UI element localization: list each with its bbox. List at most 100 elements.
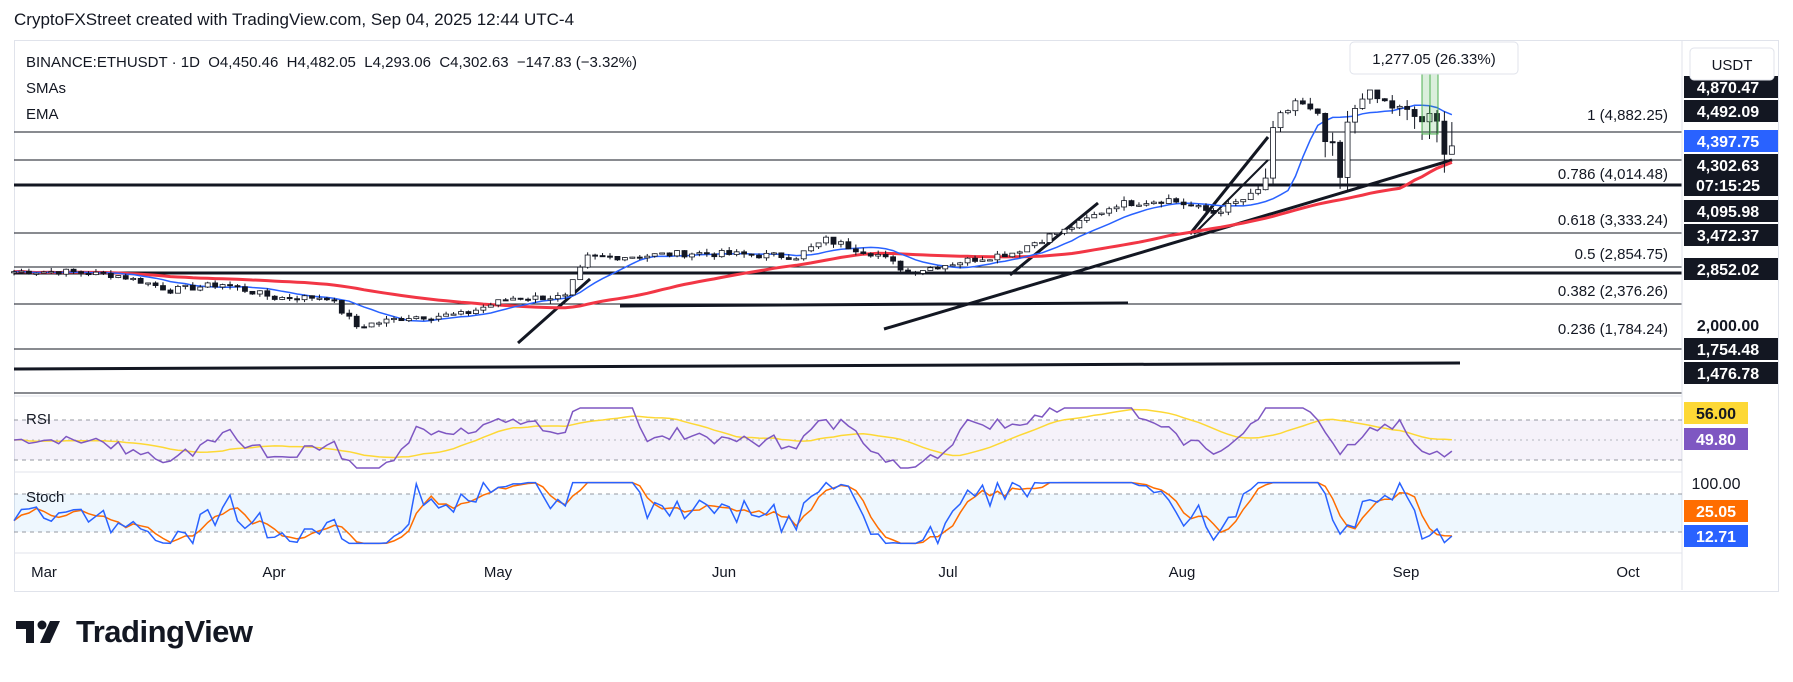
candle (443, 313, 450, 317)
candle (972, 257, 978, 262)
candle (912, 271, 919, 274)
candle (771, 252, 777, 255)
price-label: 2,852.02 (1697, 262, 1759, 279)
candle (540, 295, 546, 301)
candle (70, 268, 77, 273)
bottom-trend-line (1193, 159, 1269, 235)
currency-button[interactable] (1689, 47, 1775, 81)
candle (778, 252, 785, 258)
stoch-title: Stoch (26, 489, 64, 506)
candle (1203, 205, 1209, 211)
candle (137, 278, 144, 284)
candle (234, 285, 241, 288)
candle (487, 304, 494, 308)
candle (703, 252, 710, 255)
candle (875, 254, 882, 257)
candle (860, 251, 867, 254)
x-tick-may: May (484, 564, 513, 581)
candle (323, 297, 330, 301)
tradingview-logo[interactable]: TradingView (16, 614, 253, 650)
change-value: −147.83 (−3.32%) (516, 54, 637, 71)
chart-header: CryptoFXStreet created with TradingView.… (14, 10, 575, 29)
currency-button-label[interactable]: USDT (1712, 57, 1753, 74)
candle (994, 253, 1001, 261)
stoch-k-line (13, 480, 1453, 546)
x-tick-mar: Mar (31, 564, 57, 581)
candle (554, 295, 561, 300)
candle (227, 284, 233, 287)
rsi-value-badge (1684, 428, 1748, 450)
candle (286, 297, 293, 300)
candle (219, 284, 226, 288)
trend-leg-aug (1188, 136, 1270, 235)
price-label: 4,095.98 (1697, 204, 1759, 221)
candle (882, 254, 889, 258)
candle (40, 271, 47, 274)
price-label-badge (1684, 224, 1778, 246)
price-label: 3,472.37 (1697, 228, 1759, 245)
candle (458, 311, 464, 315)
candle (33, 272, 40, 275)
candle (264, 290, 271, 297)
candle (823, 236, 829, 244)
candle (1106, 208, 1113, 214)
ascending-trendline-1 (883, 158, 1453, 331)
candle (629, 256, 636, 259)
fib-retracement[interactable] (14, 131, 1682, 394)
candle (1128, 200, 1135, 207)
x-tick-apr: Apr (262, 564, 285, 581)
candle (651, 253, 658, 257)
candle (987, 259, 993, 262)
candle (428, 318, 435, 321)
candle (353, 315, 360, 328)
candle (547, 298, 554, 301)
stoch-band (14, 494, 1682, 532)
candle (636, 256, 643, 259)
candle (1396, 105, 1403, 109)
price-label: 4,302.63 (1697, 158, 1759, 175)
candle (435, 315, 442, 320)
base-trendline (13, 361, 1461, 371)
candle (271, 295, 278, 300)
symbol-label[interactable]: BINANCE:ETHUSDT · 1D (26, 54, 200, 71)
candle (1016, 251, 1023, 254)
candle (1381, 98, 1388, 102)
candle (949, 264, 956, 267)
candle (957, 262, 964, 266)
candle (934, 267, 941, 270)
candle (495, 299, 502, 306)
candle (1046, 233, 1053, 243)
candle (279, 297, 286, 300)
rsi-ma-line (13, 408, 1452, 459)
candle (130, 278, 137, 281)
chart-frame[interactable] (14, 40, 1779, 592)
x-tick-jul: Jul (938, 564, 957, 581)
candle (152, 282, 159, 286)
candle (808, 246, 815, 252)
candle (815, 242, 822, 248)
price-label-badge (1684, 130, 1778, 152)
price-label-badge (1684, 100, 1778, 122)
candle (1285, 110, 1291, 114)
candle (741, 251, 747, 255)
x-tick-aug: Aug (1169, 564, 1196, 581)
candle (18, 270, 25, 273)
candle (1374, 89, 1381, 100)
candle (1091, 214, 1098, 219)
candle (48, 271, 55, 274)
candle (964, 257, 971, 264)
candle (830, 236, 837, 245)
legend-sma[interactable]: SMAs (26, 80, 67, 97)
candle (622, 257, 628, 261)
price-label: 07:15:25 (1696, 178, 1760, 195)
candle (1061, 228, 1068, 234)
legend-ema[interactable]: EMA (26, 106, 59, 123)
candle (204, 282, 211, 288)
candle (1098, 212, 1105, 215)
candle (920, 270, 926, 274)
candle (249, 290, 256, 295)
candle (756, 254, 762, 259)
price-label-badge (1684, 76, 1778, 98)
candle (301, 295, 308, 301)
